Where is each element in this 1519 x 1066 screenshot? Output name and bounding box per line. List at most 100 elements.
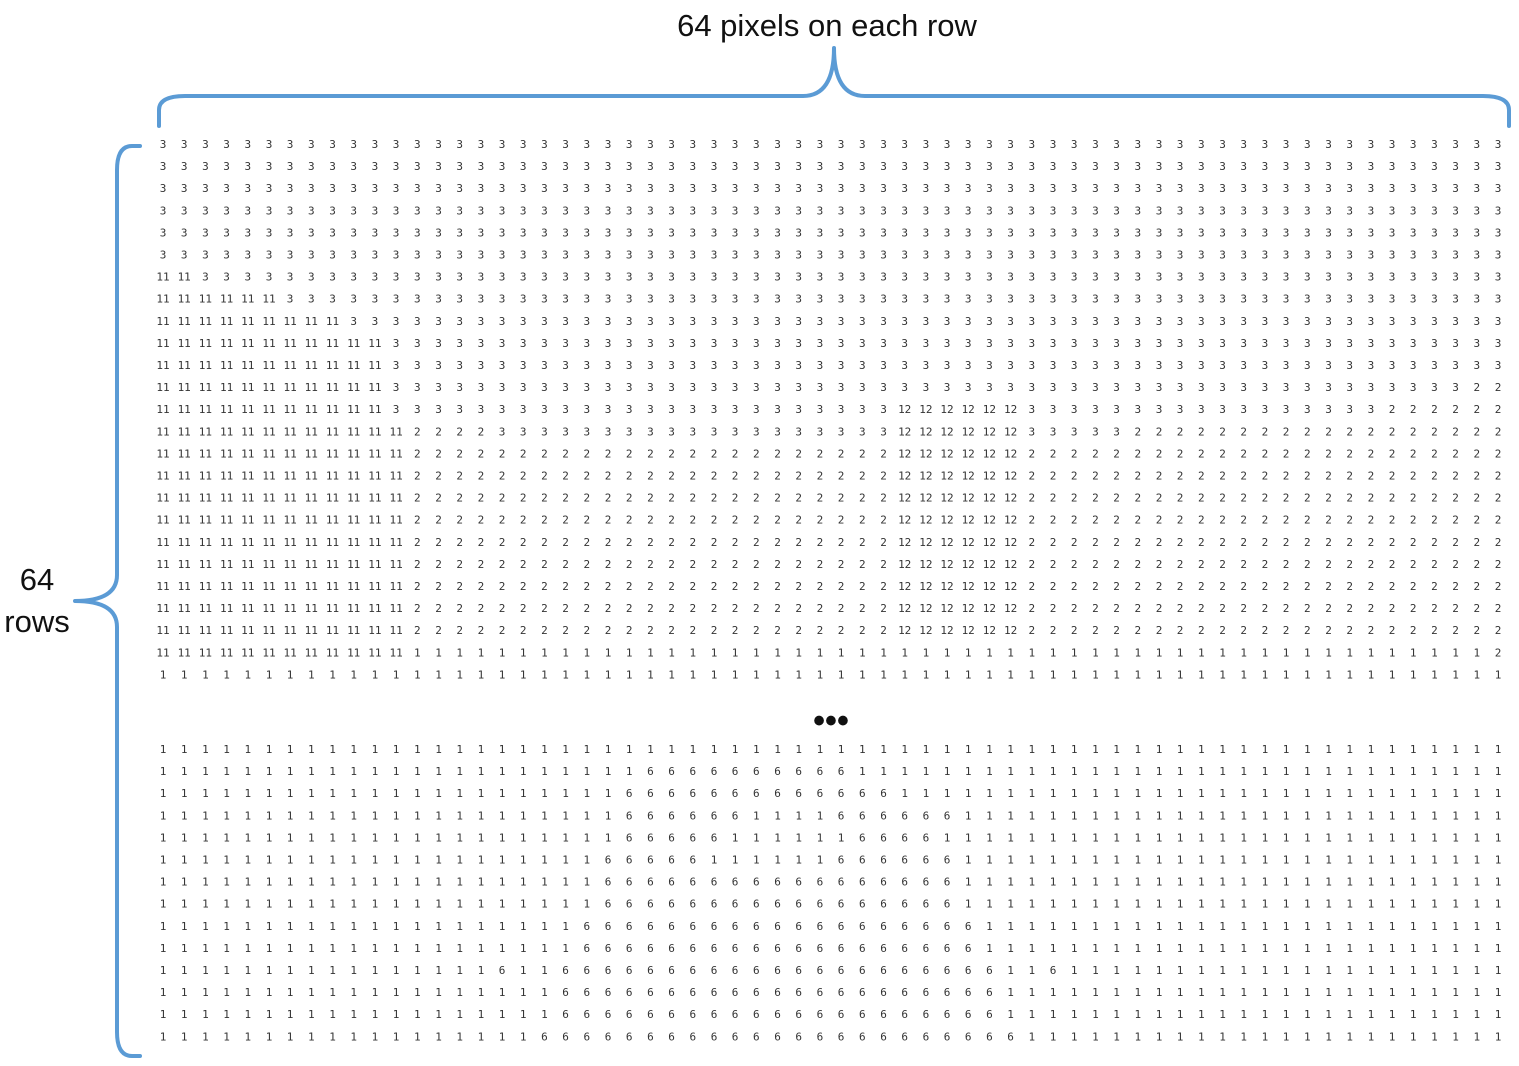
matrix-top-cell: 3	[350, 271, 357, 284]
matrix-top-cell: 3	[223, 160, 230, 173]
matrix-top-cell: 11	[156, 602, 169, 615]
matrix-top-cell: 3	[647, 359, 654, 372]
matrix-top-cell: 3	[1071, 381, 1078, 394]
matrix-bottom-cell: 6	[711, 942, 718, 955]
matrix-top-cell: 12	[962, 447, 975, 460]
matrix-top-cell: 3	[626, 204, 633, 217]
matrix-bottom-cell: 1	[1198, 920, 1205, 933]
matrix-bottom-cell: 1	[1050, 1030, 1057, 1043]
matrix-top-cell: 2	[689, 624, 696, 637]
matrix-top-cell: 2	[605, 447, 612, 460]
matrix-bottom-cell: 1	[1410, 964, 1417, 977]
matrix-top-cell: 2	[499, 514, 506, 527]
matrix-bottom-cell: 6	[605, 920, 612, 933]
matrix-bottom-cell: 6	[901, 809, 908, 822]
matrix-top-cell: 1	[520, 668, 527, 681]
matrix-top-cell: 3	[923, 381, 930, 394]
matrix-top-cell: 2	[1304, 536, 1311, 549]
matrix-top-cell: 2	[795, 602, 802, 615]
matrix-top-cell: 3	[880, 271, 887, 284]
matrix-bottom-cell: 1	[1007, 942, 1014, 955]
matrix-top-cell: 1	[817, 668, 824, 681]
matrix-top-cell: 2	[859, 602, 866, 615]
matrix-top-cell: 3	[1156, 315, 1163, 328]
matrix-bottom-cell: 1	[1452, 898, 1459, 911]
matrix-top-cell: 3	[478, 249, 485, 262]
matrix-bottom-cell: 1	[520, 854, 527, 867]
matrix-top-cell: 3	[880, 425, 887, 438]
matrix-top-cell: 1	[435, 668, 442, 681]
matrix-bottom-cell: 1	[1389, 831, 1396, 844]
matrix-bottom-cell: 6	[795, 787, 802, 800]
matrix-top-cell: 2	[1240, 514, 1247, 527]
matrix-bottom-cell: 1	[435, 831, 442, 844]
matrix-top-cell: 3	[774, 425, 781, 438]
matrix-top-cell: 3	[965, 315, 972, 328]
matrix-top-cell: 12	[1004, 536, 1017, 549]
matrix-top-cell: 3	[562, 249, 569, 262]
matrix-top-cell: 3	[583, 160, 590, 173]
matrix-bottom-cell: 1	[1071, 986, 1078, 999]
matrix-top-cell: 3	[817, 138, 824, 151]
matrix-top-cell: 3	[753, 425, 760, 438]
matrix-bottom-cell: 1	[223, 964, 230, 977]
matrix-bottom-cell: 1	[393, 787, 400, 800]
matrix-top-cell: 3	[1134, 403, 1141, 416]
matrix-top-cell: 3	[732, 337, 739, 350]
matrix-top-cell: 3	[1431, 293, 1438, 306]
matrix-top-cell: 1	[1134, 646, 1141, 659]
matrix-top-cell: 11	[199, 359, 212, 372]
matrix-bottom-cell: 1	[1389, 765, 1396, 778]
matrix-top-cell: 2	[626, 624, 633, 637]
matrix-top-cell: 11	[156, 536, 169, 549]
matrix-top-cell: 2	[859, 558, 866, 571]
matrix-top-cell: 1	[1198, 646, 1205, 659]
matrix-top-cell: 2	[1071, 514, 1078, 527]
matrix-top-cell: 3	[1325, 204, 1332, 217]
matrix-top-cell: 1	[1325, 646, 1332, 659]
matrix-top-cell: 3	[859, 359, 866, 372]
matrix-bottom-cell: 1	[986, 765, 993, 778]
matrix-bottom-cell: 1	[1262, 809, 1269, 822]
matrix-top-cell: 3	[160, 182, 167, 195]
matrix-bottom-cell: 6	[880, 920, 887, 933]
matrix-top-cell: 12	[940, 403, 953, 416]
matrix-top-cell: 12	[940, 492, 953, 505]
matrix-top-cell: 3	[562, 138, 569, 151]
matrix-bottom-cell: 6	[817, 876, 824, 889]
matrix-top-cell: 3	[1007, 249, 1014, 262]
matrix-top-cell: 1	[1113, 668, 1120, 681]
matrix-bottom-cell: 1	[1410, 809, 1417, 822]
matrix-top-cell: 3	[520, 204, 527, 217]
matrix-top-cell: 1	[626, 668, 633, 681]
matrix-bottom-cell: 1	[160, 1008, 167, 1021]
matrix-bottom-cell: 1	[223, 898, 230, 911]
matrix-top-cell: 11	[347, 558, 360, 571]
matrix-top-cell: 3	[605, 249, 612, 262]
matrix-top-cell: 3	[456, 381, 463, 394]
matrix-top-cell: 3	[350, 204, 357, 217]
matrix-top-cell: 1	[1240, 646, 1247, 659]
matrix-bottom-cell: 6	[605, 942, 612, 955]
matrix-bottom-cell: 6	[795, 1008, 802, 1021]
matrix-top-cell: 2	[838, 602, 845, 615]
matrix-top-cell: 3	[1177, 337, 1184, 350]
matrix-bottom-cell: 1	[1092, 1030, 1099, 1043]
matrix-bottom-cell: 1	[456, 986, 463, 999]
matrix-bottom-cell: 6	[583, 1030, 590, 1043]
matrix-top-cell: 1	[435, 646, 442, 659]
matrix-top-cell: 2	[1325, 514, 1332, 527]
matrix-top-cell: 3	[1134, 182, 1141, 195]
matrix-top-cell: 2	[1050, 624, 1057, 637]
matrix-top-cell: 3	[287, 271, 294, 284]
matrix-bottom-cell: 6	[626, 920, 633, 933]
matrix-bottom-cell: 1	[287, 809, 294, 822]
matrix-top-cell: 3	[774, 249, 781, 262]
matrix-top-cell: 3	[1410, 271, 1417, 284]
matrix-bottom-cell: 1	[1368, 964, 1375, 977]
matrix-top-cell: 3	[859, 160, 866, 173]
matrix-bottom-cell: 1	[1156, 986, 1163, 999]
matrix-top-cell: 3	[626, 271, 633, 284]
matrix-bottom-cell: 1	[414, 898, 421, 911]
matrix-top-cell: 11	[199, 315, 212, 328]
